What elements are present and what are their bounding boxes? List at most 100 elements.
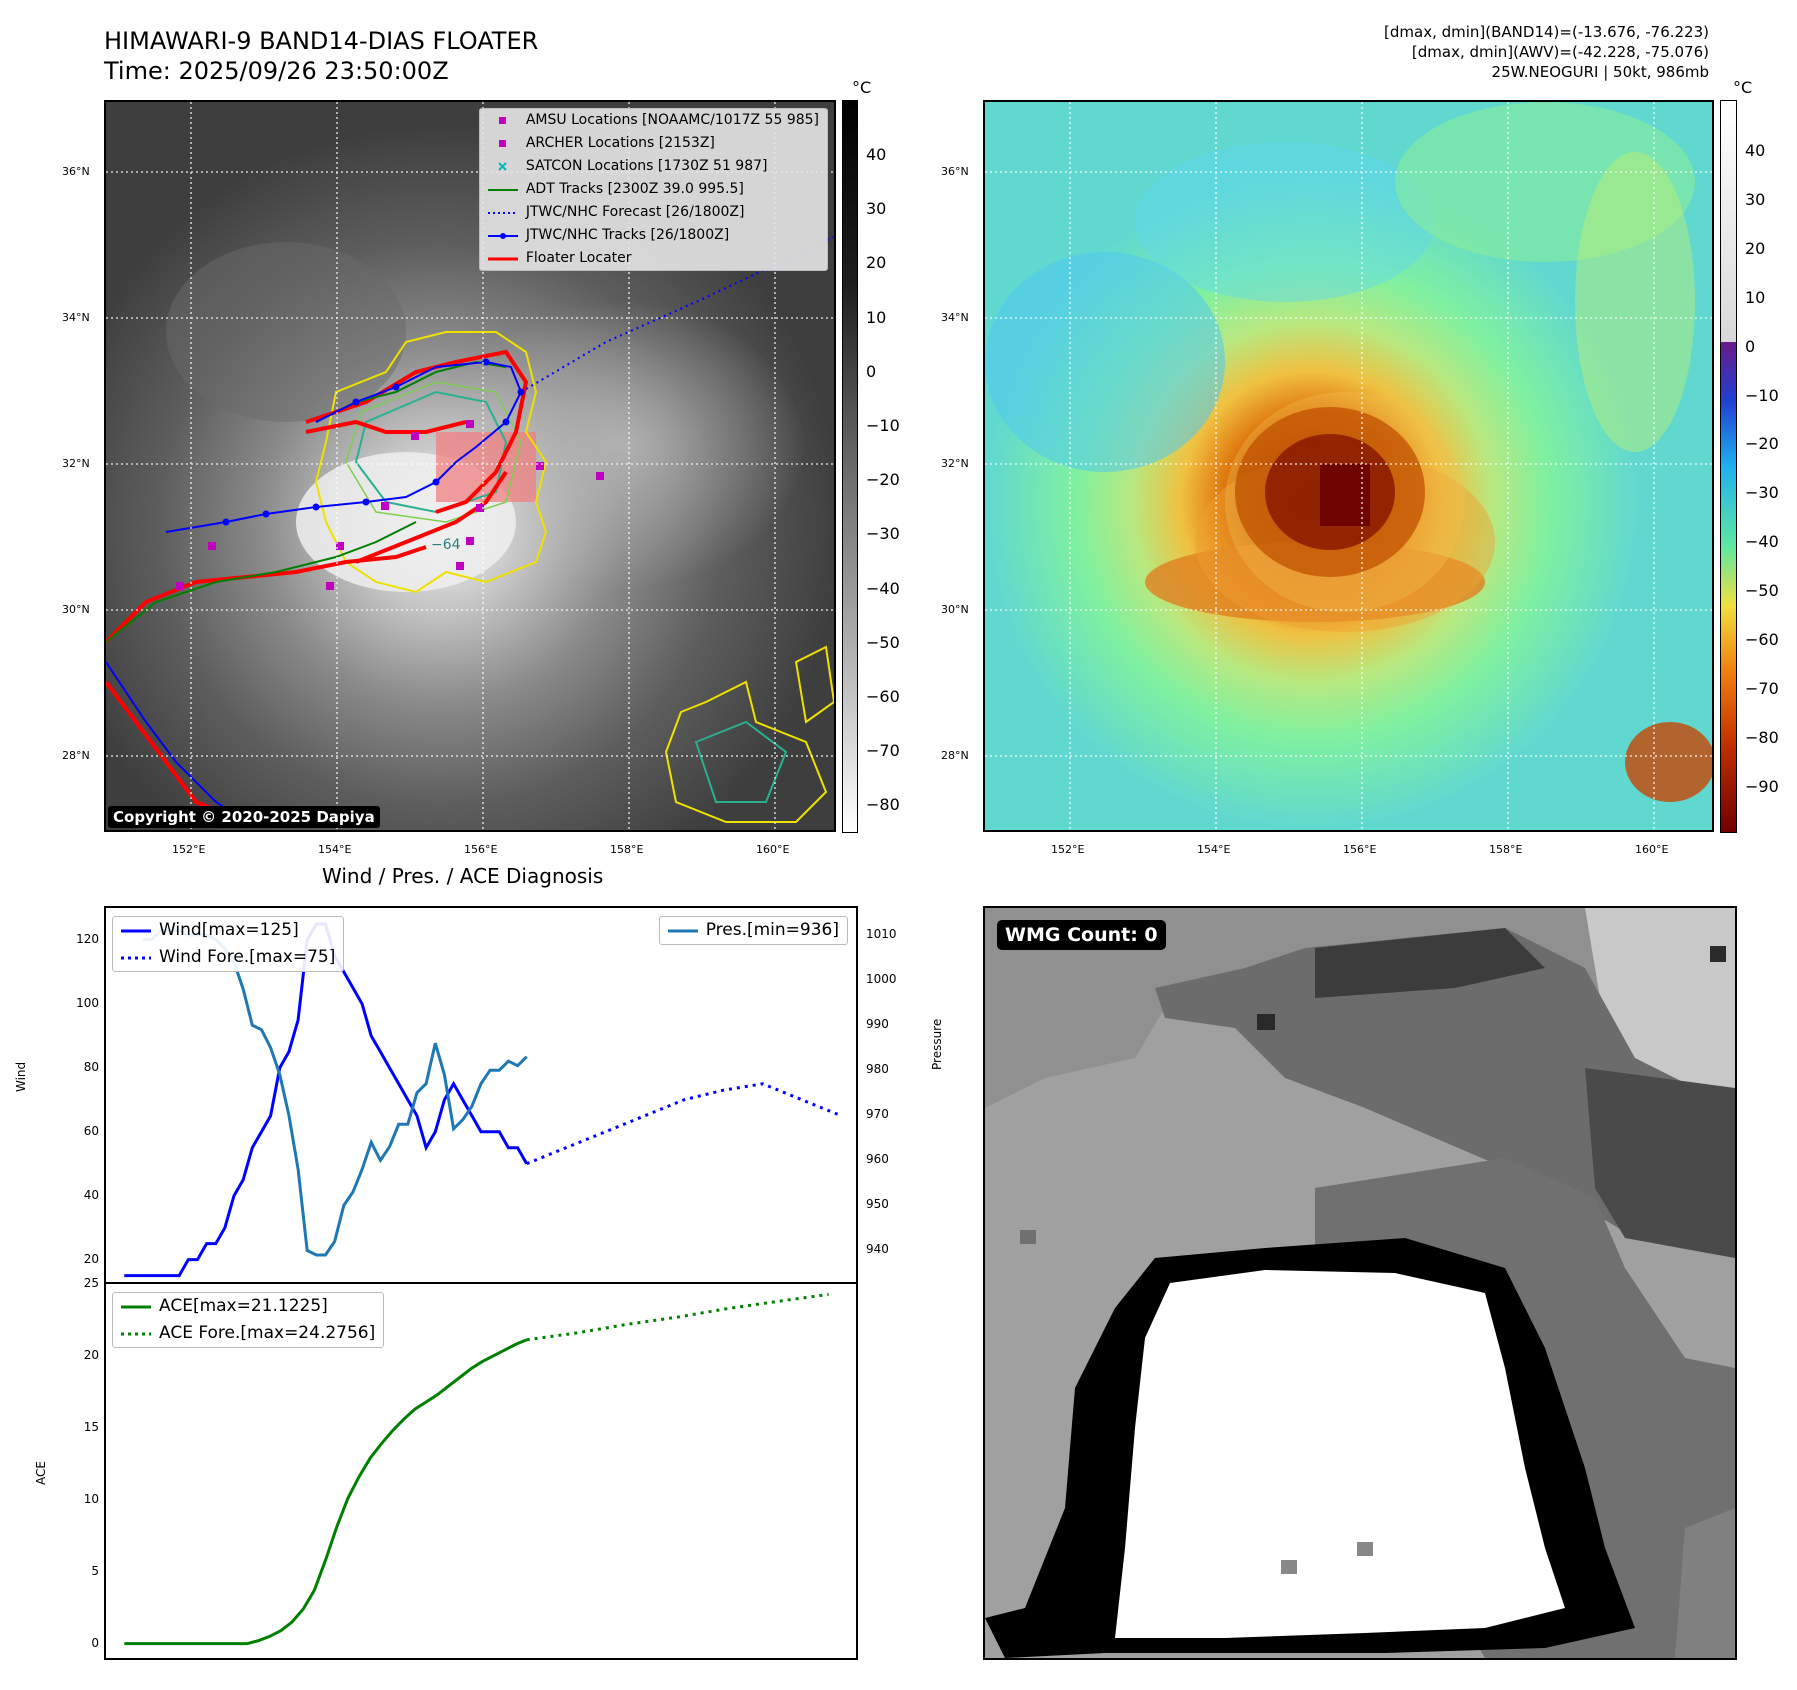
- right-lon-152: 152°E: [1051, 843, 1085, 856]
- ace-line-icon: [121, 1305, 151, 1309]
- left-lat-34: 34°N: [62, 311, 90, 324]
- right-colorbar-tick-6: −20: [1745, 434, 1779, 454]
- left-lon-158: 158°E: [610, 843, 644, 856]
- title-line-2: Time: 2025/09/26 23:50:00Z: [104, 57, 449, 85]
- ace-ylabel: ACE: [34, 1461, 48, 1485]
- ace-axis-tick-0: 0: [91, 1635, 99, 1650]
- right-colorbar-unit: °C: [1733, 78, 1753, 97]
- pressure-series: [142, 929, 528, 1257]
- ace-legend: ACE[max=21.1225] ACE Fore.[max=24.2756]: [112, 1292, 385, 1348]
- legend-archer: ARCHER Locations [2153Z]: [480, 132, 827, 155]
- ace-axis-tick-1: 5: [91, 1563, 99, 1578]
- right-lon-160: 160°E: [1635, 843, 1669, 856]
- awv-map-panel: [983, 100, 1714, 832]
- left-colorbar-tick-7: −30: [866, 524, 900, 544]
- legend-amsu: AMSU Locations [NOAAMC/1017Z 55 985]: [480, 109, 827, 132]
- wind-forecast-series: [526, 1082, 842, 1166]
- pressure-axis-tick-1: 950: [866, 1197, 889, 1212]
- awv-map: [985, 102, 1712, 830]
- wind-axis-tick-4: 100: [76, 995, 99, 1010]
- legend-jtwc-forecast: JTWC/NHC Forecast [26/1800Z]: [480, 201, 827, 224]
- wmg-count-badge: WMG Count: 0: [997, 920, 1166, 950]
- left-colorbar-tick-2: 20: [866, 253, 887, 273]
- left-colorbar-tick-9: −50: [866, 632, 900, 652]
- right-colorbar-tick-8: −40: [1745, 532, 1779, 552]
- adt-line-icon: [487, 189, 518, 191]
- contour-label: −64: [431, 537, 461, 553]
- legend-jtwc-tracks: JTWC/NHC Tracks [26/1800Z]: [480, 224, 827, 247]
- left-colorbar-tick-4: 0: [866, 361, 877, 381]
- right-lon-158: 158°E: [1489, 843, 1523, 856]
- right-lat-32: 32°N: [941, 457, 969, 470]
- left-colorbar-tick-11: −70: [866, 741, 900, 761]
- ace-fore-line-icon: [121, 1332, 151, 1336]
- diagnosis-title: Wind / Pres. / ACE Diagnosis: [322, 864, 604, 888]
- left-colorbar-tick-6: −20: [866, 470, 900, 490]
- legend-satcon: SATCON Locations [1730Z 51 987]: [480, 155, 827, 178]
- satcon-marker-icon: [498, 162, 507, 171]
- info-awv: [dmax, dmin](AWV)=(-42.228, -75.076): [1411, 43, 1709, 61]
- left-lat-32: 32°N: [62, 457, 90, 470]
- track-legend: AMSU Locations [NOAAMC/1017Z 55 985] ARC…: [478, 108, 828, 271]
- pressure-legend: Pres.[min=936]: [658, 916, 848, 945]
- wind-line-icon: [121, 929, 151, 933]
- figure-title: HIMAWARI-9 BAND14-DIAS FLOATER Time: 202…: [104, 26, 538, 86]
- right-colorbar-tick-7: −30: [1745, 483, 1779, 503]
- right-lat-36: 36°N: [941, 165, 969, 178]
- right-colorbar-tick-11: −70: [1745, 678, 1779, 698]
- storm-info: [dmax, dmin](BAND14)=(-13.676, -76.223) …: [1384, 22, 1709, 82]
- right-colorbar-tick-5: −10: [1745, 385, 1779, 405]
- pressure-axis-tick-6: 1000: [866, 972, 897, 987]
- wind-series: [124, 922, 529, 1278]
- copyright-badge: Copyright © 2020-2025 Dapiya: [108, 806, 380, 828]
- right-colorbar-tick-0: 40: [1745, 141, 1766, 160]
- pressure-ylabel: Pressure: [930, 1018, 944, 1070]
- wmg-image: [985, 908, 1735, 1658]
- right-lon-154: 154°E: [1197, 843, 1231, 856]
- wind-ylabel: Wind: [14, 1061, 28, 1092]
- right-lat-34: 34°N: [941, 311, 969, 324]
- left-lon-160: 160°E: [756, 843, 790, 856]
- legend-ace-fore: ACE Fore.[max=24.2756]: [113, 1320, 383, 1347]
- ace-panel: ACE[max=21.1225] ACE Fore.[max=24.2756]: [104, 1282, 858, 1660]
- left-colorbar-unit: °C: [852, 78, 872, 97]
- left-lon-154: 154°E: [318, 843, 352, 856]
- legend-pressure: Pres.[min=936]: [660, 917, 847, 944]
- left-colorbar-tick-3: 10: [866, 307, 887, 327]
- ace-axis-tick-5: 25: [83, 1276, 99, 1290]
- wind-axis-tick-0: 20: [83, 1251, 99, 1266]
- right-colorbar: [1720, 100, 1737, 833]
- wind-axis-tick-2: 60: [83, 1123, 99, 1138]
- right-colorbar-tick-10: −60: [1745, 630, 1779, 649]
- track-line-icon: [487, 233, 518, 239]
- legend-ace: ACE[max=21.1225]: [113, 1293, 383, 1320]
- left-lat-28: 28°N: [62, 749, 90, 762]
- left-colorbar-tick-5: −10: [866, 416, 900, 435]
- left-colorbar-tick-0: 40: [866, 145, 887, 164]
- wind-pressure-panel: Wind[max=125] Wind Fore.[max=75] Pres.[m…: [104, 906, 858, 1284]
- ace-axis-tick-3: 15: [83, 1419, 99, 1434]
- left-colorbar-tick-1: 30: [866, 199, 887, 219]
- wind-axis-tick-3: 80: [83, 1059, 99, 1074]
- pressure-line-icon: [667, 929, 698, 933]
- amsu-marker-icon: [498, 117, 506, 124]
- right-colorbar-tick-13: −90: [1745, 776, 1779, 796]
- legend-wind-fore: Wind Fore.[max=75]: [113, 944, 343, 971]
- floater-line-icon: [487, 257, 518, 261]
- legend-floater: Floater Locater: [480, 247, 827, 270]
- legend-adt: ADT Tracks [2300Z 39.0 995.5]: [480, 178, 827, 201]
- right-lon-156: 156°E: [1343, 843, 1377, 856]
- forecast-line-icon: [487, 212, 518, 214]
- ace-plot: [124, 1292, 829, 1646]
- wind-fore-line-icon: [121, 956, 151, 960]
- left-colorbar-tick-10: −60: [866, 687, 900, 706]
- left-lat-36: 36°N: [62, 165, 90, 178]
- left-colorbar-tick-12: −80: [866, 795, 900, 815]
- left-colorbar-tick-8: −40: [866, 578, 900, 598]
- right-lat-30: 30°N: [941, 603, 969, 616]
- pressure-axis-tick-3: 970: [866, 1107, 889, 1122]
- left-colorbar: [842, 100, 858, 833]
- archer-marker-icon: [498, 140, 506, 147]
- right-colorbar-tick-2: 20: [1745, 238, 1766, 258]
- left-lat-30: 30°N: [62, 603, 90, 616]
